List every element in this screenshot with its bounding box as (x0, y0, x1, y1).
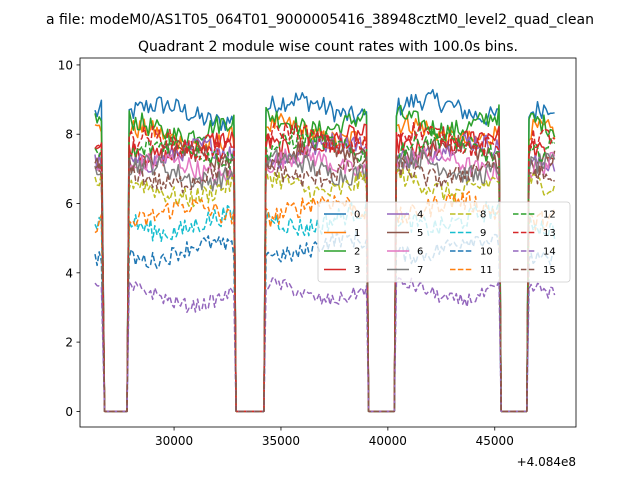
legend-label-6: 6 (417, 247, 423, 258)
series-line-8 (94, 167, 556, 413)
legend-label-10: 10 (480, 247, 493, 258)
legend-label-5: 5 (417, 228, 423, 239)
legend-label-13: 13 (543, 228, 556, 239)
y-tick-label: 8 (65, 128, 73, 142)
series-line-7 (94, 148, 556, 413)
series-line-15 (94, 151, 556, 413)
series-line-2 (94, 104, 556, 413)
figure-title: a file: modeM0/AS1T05_064T01_9000005416_… (46, 12, 594, 28)
y-tick-label: 6 (65, 197, 73, 211)
x-tick-label: 35000 (262, 434, 300, 448)
legend-label-9: 9 (480, 228, 486, 239)
legend-label-15: 15 (543, 265, 556, 276)
x-tick-label: 40000 (369, 434, 407, 448)
legend-label-11: 11 (480, 265, 493, 276)
legend-box (317, 201, 571, 283)
legend-label-12: 12 (543, 210, 556, 221)
series-line-12 (94, 127, 556, 413)
legend-label-7: 7 (417, 265, 423, 276)
y-tick-label: 4 (65, 266, 73, 280)
axes-frame (79, 57, 577, 428)
legend-label-14: 14 (543, 247, 556, 258)
y-tick-label: 10 (58, 58, 73, 72)
legend-label-3: 3 (354, 265, 360, 276)
series-line-14 (94, 276, 556, 413)
x-tick-label: 45000 (476, 434, 514, 448)
x-offset-label: +4.084e8 (517, 455, 576, 469)
x-axis: 30000 35000 40000 45000 (155, 427, 514, 448)
y-tick-label: 0 (65, 405, 73, 419)
series-line-0 (94, 88, 555, 413)
x-tick-label: 30000 (155, 434, 193, 448)
series-line-13 (94, 122, 556, 413)
series-line-11 (94, 190, 556, 413)
legend-label-8: 8 (480, 210, 486, 221)
chart-title: Quadrant 2 module wise count rates with … (138, 39, 518, 55)
legend-label-2: 2 (354, 247, 360, 258)
legend-label-0: 0 (354, 210, 360, 221)
y-axis: 0 2 4 6 8 10 (58, 58, 80, 419)
legend-label-4: 4 (417, 210, 423, 221)
y-tick-label: 2 (65, 336, 73, 350)
legend-label-1: 1 (354, 228, 360, 239)
